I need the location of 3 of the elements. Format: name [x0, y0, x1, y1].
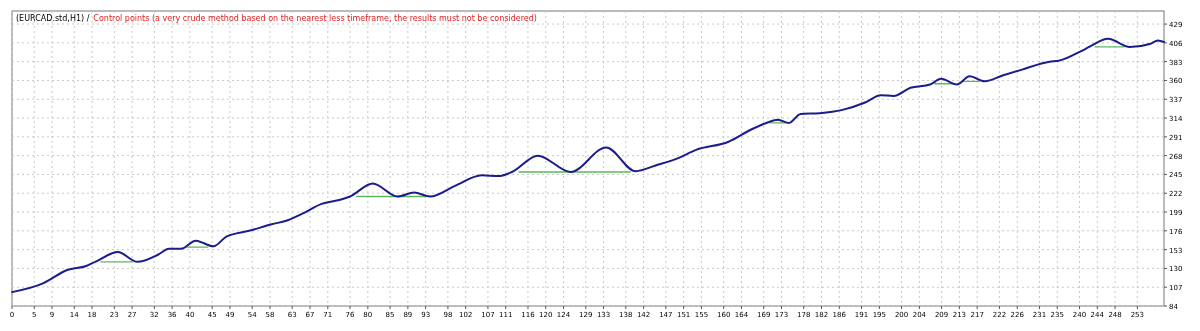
- line-series: [11, 37, 1165, 294]
- chart-subtitle: Control points (a very crude method based on the nearest less timeframe, the results must not be considered): [93, 14, 537, 23]
- chart-title: (EURCAD.std,H1) /: [16, 14, 90, 23]
